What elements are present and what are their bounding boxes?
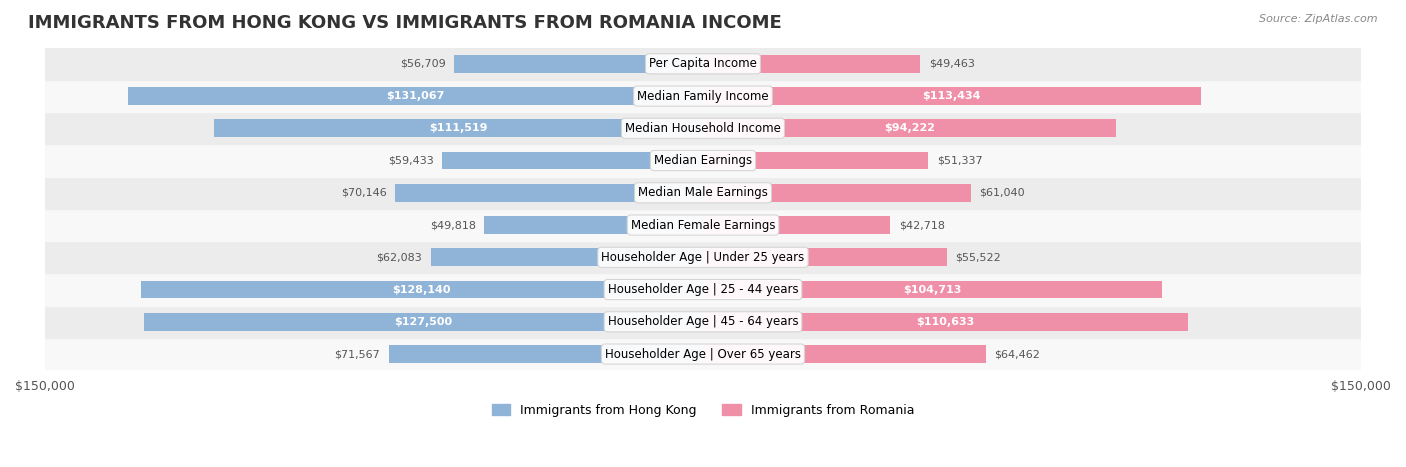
Text: Median Male Earnings: Median Male Earnings	[638, 186, 768, 199]
Bar	[45, 48, 1361, 80]
Text: Median Earnings: Median Earnings	[654, 154, 752, 167]
Text: Per Capita Income: Per Capita Income	[650, 57, 756, 71]
Text: Householder Age | Under 25 years: Householder Age | Under 25 years	[602, 251, 804, 264]
Text: $49,818: $49,818	[430, 220, 475, 230]
Text: $111,519: $111,519	[429, 123, 488, 133]
Bar	[703, 152, 928, 170]
Text: $55,522: $55,522	[955, 252, 1001, 262]
Bar	[45, 209, 1361, 241]
Bar	[703, 87, 1201, 105]
Bar	[45, 241, 1361, 274]
Bar	[214, 120, 703, 137]
Bar	[454, 55, 703, 73]
Bar	[703, 313, 1188, 331]
Bar	[45, 112, 1361, 144]
Bar	[430, 248, 703, 266]
Text: $64,462: $64,462	[994, 349, 1040, 359]
Bar	[45, 338, 1361, 370]
Text: $131,067: $131,067	[387, 91, 444, 101]
Bar	[45, 80, 1361, 112]
Bar	[128, 87, 703, 105]
Bar	[703, 120, 1116, 137]
Text: $70,146: $70,146	[340, 188, 387, 198]
Bar	[143, 313, 703, 331]
Bar	[703, 184, 970, 202]
Text: $113,434: $113,434	[922, 91, 981, 101]
Bar	[45, 274, 1361, 306]
Bar	[703, 55, 920, 73]
Text: Source: ZipAtlas.com: Source: ZipAtlas.com	[1260, 14, 1378, 24]
Text: $56,709: $56,709	[399, 59, 446, 69]
Text: $128,140: $128,140	[392, 284, 451, 295]
Text: $104,713: $104,713	[904, 284, 962, 295]
Text: $62,083: $62,083	[377, 252, 422, 262]
Bar	[703, 345, 986, 363]
Bar	[443, 152, 703, 170]
Bar	[703, 248, 946, 266]
Text: Householder Age | Over 65 years: Householder Age | Over 65 years	[605, 347, 801, 361]
Text: $59,433: $59,433	[388, 156, 433, 166]
Bar	[389, 345, 703, 363]
Text: Householder Age | 45 - 64 years: Householder Age | 45 - 64 years	[607, 315, 799, 328]
Text: $49,463: $49,463	[929, 59, 974, 69]
Bar	[141, 281, 703, 298]
Text: $51,337: $51,337	[936, 156, 983, 166]
Text: IMMIGRANTS FROM HONG KONG VS IMMIGRANTS FROM ROMANIA INCOME: IMMIGRANTS FROM HONG KONG VS IMMIGRANTS …	[28, 14, 782, 32]
Text: $94,222: $94,222	[884, 123, 935, 133]
Text: $71,567: $71,567	[335, 349, 380, 359]
Bar	[703, 216, 890, 234]
Text: $61,040: $61,040	[980, 188, 1025, 198]
Text: $127,500: $127,500	[394, 317, 453, 327]
Bar	[485, 216, 703, 234]
Text: $110,633: $110,633	[917, 317, 974, 327]
Text: $42,718: $42,718	[900, 220, 945, 230]
Text: Householder Age | 25 - 44 years: Householder Age | 25 - 44 years	[607, 283, 799, 296]
Text: Median Household Income: Median Household Income	[626, 122, 780, 135]
Legend: Immigrants from Hong Kong, Immigrants from Romania: Immigrants from Hong Kong, Immigrants fr…	[486, 399, 920, 422]
Bar	[45, 144, 1361, 177]
Bar	[703, 281, 1163, 298]
Bar	[45, 177, 1361, 209]
Bar	[395, 184, 703, 202]
Text: Median Female Earnings: Median Female Earnings	[631, 219, 775, 232]
Text: Median Family Income: Median Family Income	[637, 90, 769, 103]
Bar	[45, 306, 1361, 338]
